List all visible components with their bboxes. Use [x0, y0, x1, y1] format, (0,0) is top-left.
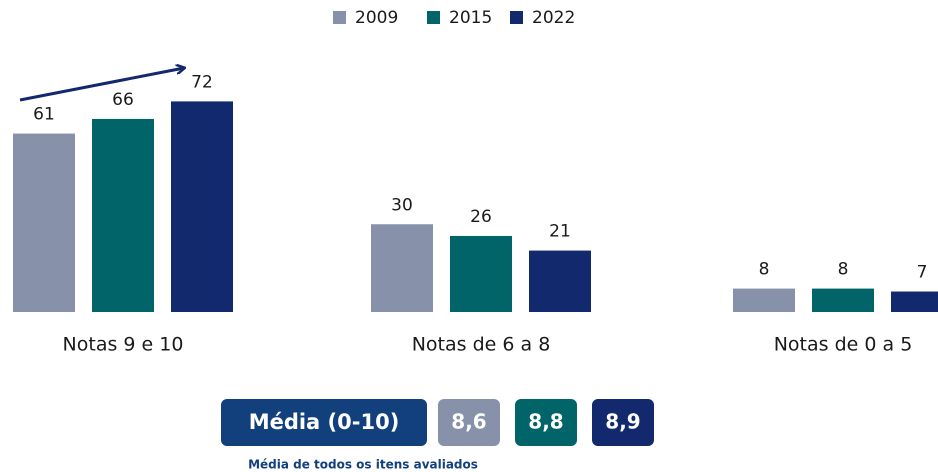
average-value: 8,9 [605, 410, 640, 434]
data-label: 21 [549, 222, 571, 242]
data-label: 8 [838, 260, 849, 280]
average-note: Média de todos os itens avaliados [248, 458, 478, 472]
x-tick-label: Notas 9 e 10 [63, 334, 184, 356]
bar [171, 101, 233, 313]
legend-swatch [333, 11, 346, 24]
bar [92, 118, 154, 312]
legend-label: 2022 [532, 8, 575, 28]
average-value: 8,6 [451, 410, 486, 434]
average-label: Média (0-10) [249, 410, 400, 434]
bar [733, 288, 795, 312]
bar [371, 224, 433, 312]
legend-label: 2009 [355, 8, 398, 28]
data-label: 26 [470, 207, 492, 227]
bar [812, 288, 874, 312]
legend-label: 2015 [449, 8, 492, 28]
bar [891, 291, 938, 312]
trend-arrow [19, 68, 184, 102]
bar [529, 250, 591, 312]
average-value-box [438, 399, 500, 446]
average-label-box [221, 399, 427, 446]
average-value-box [592, 399, 654, 446]
data-label: 61 [33, 105, 55, 125]
average-value: 8,8 [528, 410, 563, 434]
legend-swatch [427, 11, 440, 24]
legend-swatch [510, 11, 523, 24]
data-label: 8 [759, 260, 770, 280]
data-label: 7 [917, 263, 928, 283]
bar [450, 235, 512, 312]
x-tick-label: Notas de 0 a 5 [774, 334, 913, 356]
bar [13, 133, 75, 312]
data-label: 66 [112, 90, 134, 110]
average-value-box [515, 399, 577, 446]
data-label: 30 [391, 195, 413, 215]
x-tick-label: Notas de 6 a 8 [412, 334, 551, 356]
data-label: 72 [191, 72, 213, 92]
